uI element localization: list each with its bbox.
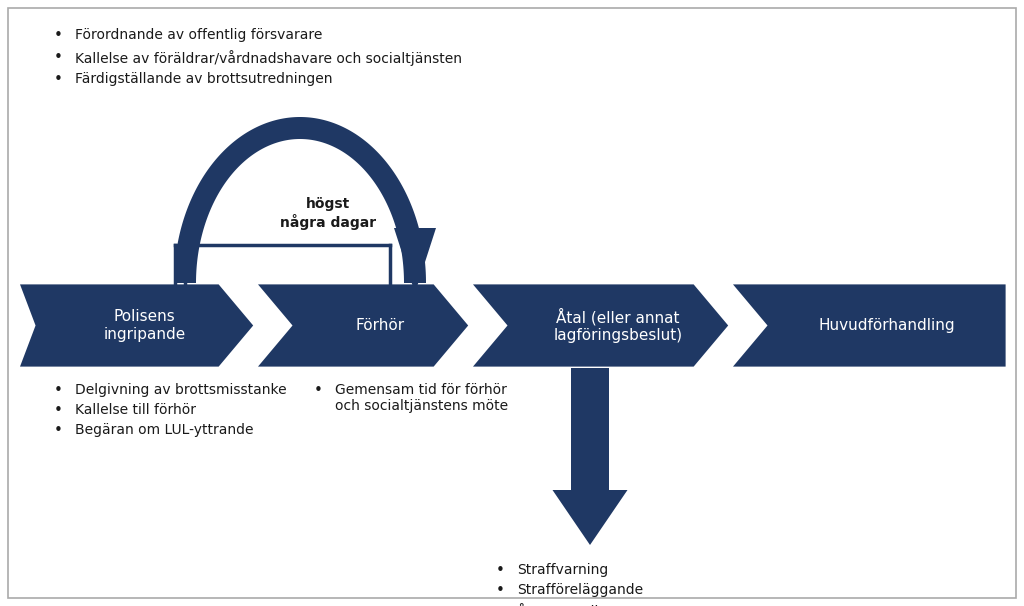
- Text: Förordnande av offentlig försvarare: Förordnande av offentlig försvarare: [75, 28, 323, 42]
- Text: •: •: [313, 383, 323, 398]
- Text: Huvudförhandling: Huvudförhandling: [818, 318, 954, 333]
- Polygon shape: [255, 283, 470, 368]
- Text: Begäran om LUL-yttrande: Begäran om LUL-yttrande: [75, 423, 254, 437]
- Text: Delgivning av brottsmisstanke: Delgivning av brottsmisstanke: [75, 383, 287, 397]
- Text: Kallelse till förhör: Kallelse till förhör: [75, 403, 196, 417]
- Text: •: •: [53, 72, 62, 87]
- Polygon shape: [174, 117, 426, 283]
- Text: Åtal (eller annat
lagföringsbeslut): Åtal (eller annat lagföringsbeslut): [553, 308, 682, 343]
- Text: •: •: [53, 28, 62, 43]
- Text: •: •: [53, 403, 62, 418]
- Text: •: •: [53, 423, 62, 438]
- Text: Polisens
ingripande: Polisens ingripande: [103, 309, 185, 342]
- Text: Strafföreläggande: Strafföreläggande: [517, 583, 643, 597]
- Polygon shape: [730, 283, 1007, 368]
- Text: Färdigställande av brottsutredningen: Färdigställande av brottsutredningen: [75, 72, 333, 86]
- Polygon shape: [571, 368, 609, 490]
- Text: Förhör: Förhör: [355, 318, 404, 333]
- Text: •: •: [53, 383, 62, 398]
- Polygon shape: [18, 283, 255, 368]
- Polygon shape: [553, 490, 628, 545]
- Text: •: •: [496, 563, 505, 578]
- Text: •: •: [53, 50, 62, 65]
- Text: Kallelse av föräldrar/vårdnadshavare och socialtjänsten: Kallelse av föräldrar/vårdnadshavare och…: [75, 50, 462, 66]
- Polygon shape: [470, 283, 730, 368]
- Text: högst
några dagar: högst några dagar: [280, 197, 376, 230]
- Text: ÅU/FUB enligt RB: ÅU/FUB enligt RB: [517, 603, 636, 606]
- Text: •: •: [496, 603, 505, 606]
- Text: Straffvarning: Straffvarning: [517, 563, 608, 577]
- Polygon shape: [394, 228, 436, 293]
- Text: •: •: [496, 583, 505, 598]
- Text: Gemensam tid för förhör
och socialtjänstens möte: Gemensam tid för förhör och socialtjänst…: [335, 383, 508, 413]
